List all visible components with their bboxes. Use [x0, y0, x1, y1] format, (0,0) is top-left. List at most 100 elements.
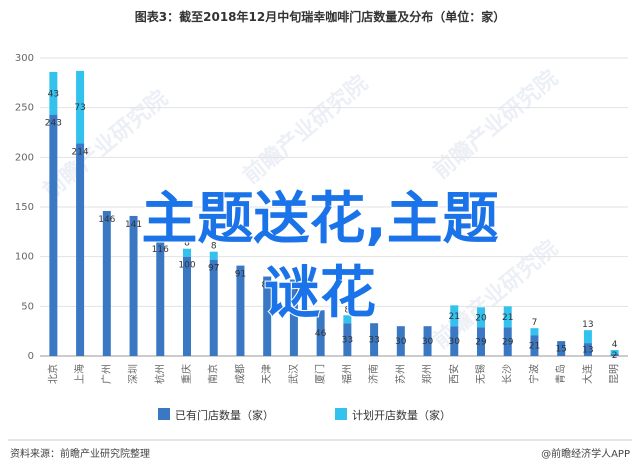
bar-existing-12: [370, 323, 379, 356]
bar-planned-1: [76, 70, 85, 144]
bar-existing-2: [102, 210, 111, 356]
bar-planned-18: [530, 328, 539, 336]
bar-label-existing-1: 214: [71, 147, 88, 157]
x-tick-label-20: 大连: [581, 364, 594, 384]
y-tick-label-200: 200: [15, 152, 34, 163]
bar-label-existing-17: 29: [502, 338, 514, 348]
x-tick-label-10: 厦门: [314, 364, 327, 384]
x-tick-label-14: 郑州: [421, 364, 434, 384]
x-tick-label-12: 济南: [367, 364, 380, 384]
x-tick-label-7: 成都: [234, 364, 246, 384]
bar-existing-9: [289, 279, 298, 356]
bar-planned-15: [450, 305, 459, 327]
bar-label-planned-0: 43: [48, 89, 59, 99]
bar-planned-16: [477, 307, 485, 328]
bar-existing-3: [129, 215, 138, 356]
x-tick-label-4: 杭州: [153, 364, 166, 384]
x-tick-label-3: 深圳: [128, 364, 140, 384]
bar-label-existing-15: 30: [449, 337, 461, 347]
bar-label-planned-20: 13: [582, 320, 593, 330]
bar-existing-6: [209, 259, 218, 356]
bar-label-existing-3: 141: [125, 220, 142, 230]
bar-existing-14: [423, 326, 432, 356]
bar-label-existing-13: 30: [395, 337, 407, 347]
x-tick-label-6: 南京: [207, 364, 220, 384]
gridlines: [40, 57, 628, 357]
bar-existing-16: [477, 327, 485, 356]
x-axis: 北京 上海 广州 深圳 杭州 重庆 南京 成都 天津 武汉 厦门 福州 济南 苏州 郑州 西安 无锡 长沙 宁波 青岛…: [46, 364, 620, 384]
chart-title: 图表3：截至2018年12月中旬瑞幸咖啡门店数量及分布（单位：家）: [134, 10, 506, 24]
bar-label-existing-5: 100: [178, 261, 195, 271]
bar-planned-11: [343, 315, 352, 324]
legend-swatch-existing: [158, 408, 170, 420]
bar-label-planned-5: 8: [184, 239, 190, 249]
overlay-line-1: 主题送花,主题: [141, 187, 498, 252]
bar-label-planned-17: 21: [502, 313, 513, 323]
bar-existing-18: [530, 335, 539, 356]
bar-label-existing-20: 13: [582, 346, 593, 356]
bar-existing-0: [49, 114, 58, 357]
x-tick-label-16: 无锡: [474, 364, 487, 384]
x-tick-label-9: 武汉: [287, 364, 300, 384]
bar-label-existing-16: 29: [475, 338, 487, 348]
bar-label-existing-4: 116: [152, 245, 169, 255]
x-tick-label-0: 北京: [46, 364, 59, 384]
overlay-line-2: 谜花: [264, 261, 376, 326]
y-tick-label-150: 150: [15, 202, 34, 213]
bar-label-existing-9: 77: [288, 284, 299, 294]
watermark-1: 前瞻产业研究院: [238, 70, 373, 189]
y-tick-label-300: 300: [15, 53, 34, 64]
bar-label-existing-12: 33: [368, 336, 379, 346]
bar-label-planned-16: 20: [475, 313, 487, 323]
x-tick-label-19: 青岛: [554, 364, 567, 384]
bar-label-planned-1: 73: [74, 103, 85, 113]
bar-label-existing-6: 97: [208, 264, 219, 274]
bar-existing-8: [263, 276, 272, 356]
overlay-text: 主题送花,主题 谜花: [140, 186, 499, 327]
bar-existing-10: [316, 310, 325, 356]
x-tick-label-2: 广州: [101, 364, 113, 384]
bar-existing-11: [343, 323, 352, 356]
y-tick-label-250: 250: [15, 103, 34, 114]
bar-existing-1: [76, 143, 85, 356]
bar-planned-20: [583, 330, 592, 344]
x-tick-label-17: 长沙: [502, 364, 514, 384]
x-tick-label-1: 上海: [73, 364, 86, 384]
bar-planned-6: [209, 251, 218, 260]
bar-existing-17: [503, 327, 512, 356]
footer-brand: @前瞻经济学人APP: [541, 447, 630, 460]
bar-label-existing-10: 46: [315, 329, 327, 339]
bar-existing-4: [156, 240, 165, 356]
x-tick-label-15: 西安: [447, 364, 460, 384]
bar-label-planned-15: 21: [449, 312, 460, 322]
y-axis: 0 50 100 150 200 250 300: [15, 53, 34, 362]
x-tick-label-8: 天津: [261, 364, 273, 384]
bar-existing-19: [557, 341, 566, 356]
x-tick-label-5: 重庆: [180, 364, 193, 384]
bar-label-existing-2: 146: [98, 215, 115, 225]
bar-label-planned-18: 7: [532, 318, 538, 328]
bar-label-planned-11: 8: [344, 305, 350, 315]
bar-planned-0: [49, 71, 58, 115]
bar-existing-7: [236, 265, 245, 356]
bar-label-existing-0: 243: [45, 119, 62, 129]
bar-label-existing-8: 80: [261, 281, 273, 291]
legend: 已有门店数量（家） 计划开店数量（家）: [158, 408, 451, 422]
bar-existing-5: [183, 256, 191, 356]
bar-label-planned-21: 4: [612, 340, 618, 350]
x-tick-label-11: 福州: [340, 364, 353, 384]
legend-label-planned: 计划开店数量（家）: [352, 408, 451, 422]
legend-label-existing: 已有门店数量（家）: [175, 408, 274, 422]
bar-existing-21: [610, 354, 619, 356]
bar-planned-21: [610, 350, 619, 355]
bar-existing-15: [450, 326, 459, 356]
bar-planned-17: [503, 306, 512, 328]
x-tick-label-21: 昆明: [609, 364, 621, 384]
bar-existing-20: [583, 343, 592, 356]
footer-source: 资料来源：前瞻产业研究院整理: [10, 447, 150, 460]
bar-label-existing-21: 2: [612, 351, 618, 361]
legend-swatch-planned: [335, 408, 347, 420]
bar-existing-13: [396, 326, 405, 356]
